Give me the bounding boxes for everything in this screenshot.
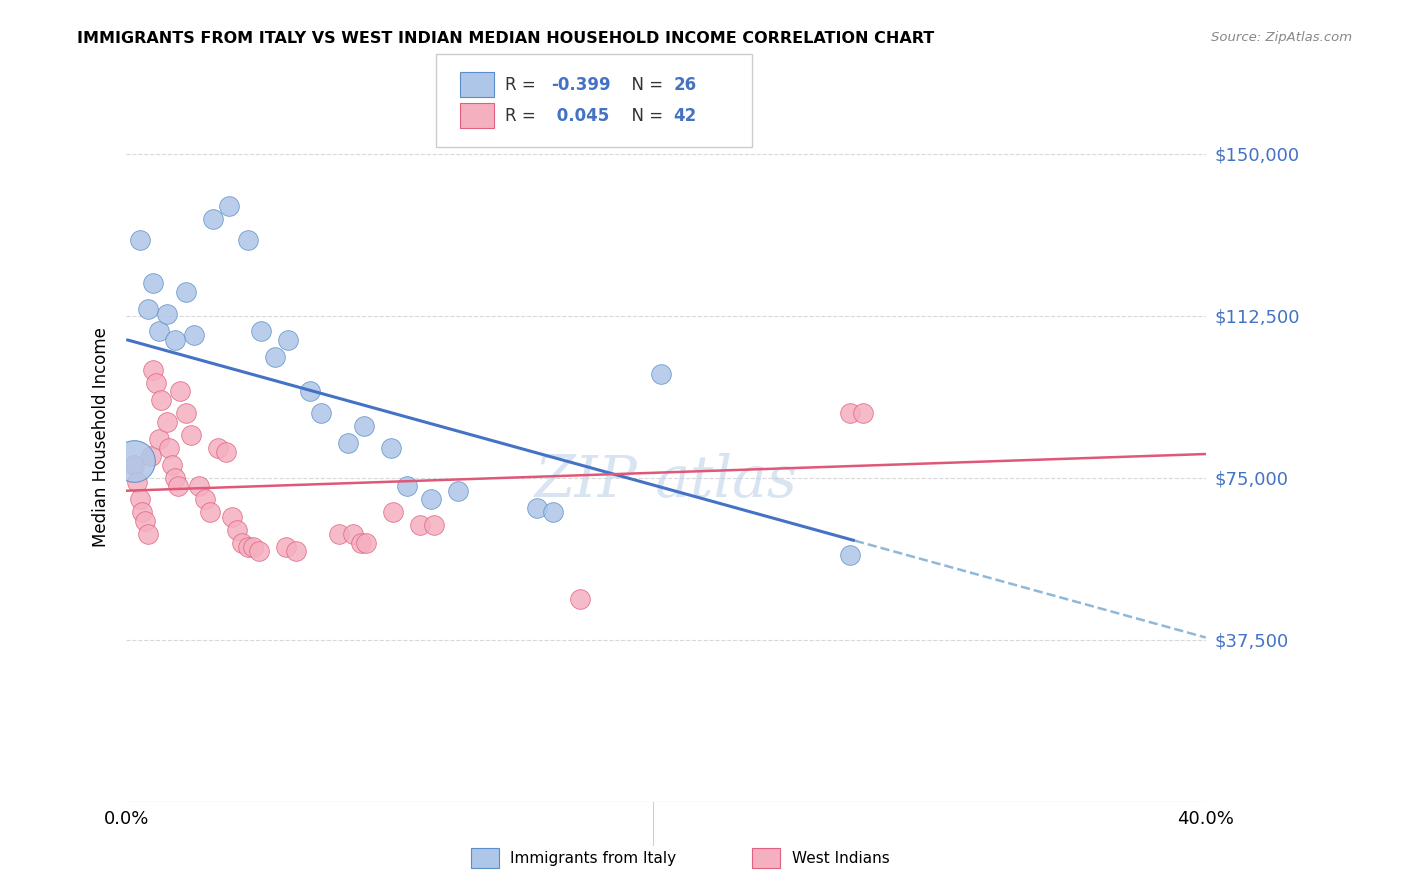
Point <box>650 367 672 381</box>
Text: 42: 42 <box>673 107 697 125</box>
Point <box>409 518 432 533</box>
Text: 0.045: 0.045 <box>551 107 609 125</box>
Point <box>180 427 202 442</box>
Point <box>201 211 224 226</box>
Point <box>128 233 150 247</box>
Point <box>247 544 270 558</box>
Legend: R = #4472c4, R = #e05878: R = #4472c4, R = #e05878 <box>547 45 721 113</box>
Point <box>336 436 359 450</box>
Point <box>139 449 162 463</box>
Point <box>298 384 321 399</box>
Point <box>221 509 243 524</box>
Point <box>356 535 378 549</box>
Text: N =: N = <box>621 76 669 94</box>
Point <box>218 199 240 213</box>
Point <box>166 479 188 493</box>
Point <box>274 540 297 554</box>
Point <box>250 324 273 338</box>
Text: Immigrants from Italy: Immigrants from Italy <box>510 851 676 865</box>
Point <box>163 471 186 485</box>
Text: IMMIGRANTS FROM ITALY VS WEST INDIAN MEDIAN HOUSEHOLD INCOME CORRELATION CHART: IMMIGRANTS FROM ITALY VS WEST INDIAN MED… <box>77 31 935 46</box>
Point <box>242 540 264 554</box>
Point <box>148 324 170 338</box>
Point <box>174 285 197 299</box>
Point <box>395 479 418 493</box>
Point <box>447 483 470 498</box>
Point <box>380 441 402 455</box>
Point <box>142 363 165 377</box>
Point <box>420 492 443 507</box>
Point <box>423 518 446 533</box>
Point <box>198 505 221 519</box>
Point <box>236 233 259 247</box>
Text: R =: R = <box>505 76 541 94</box>
Point <box>350 535 373 549</box>
Point <box>131 505 153 519</box>
Point <box>263 350 285 364</box>
Point <box>163 333 186 347</box>
Point <box>127 475 149 489</box>
Point <box>156 307 179 321</box>
Point <box>183 328 205 343</box>
Point <box>193 492 215 507</box>
Point <box>174 406 197 420</box>
Text: 26: 26 <box>673 76 696 94</box>
Point <box>526 501 548 516</box>
Point <box>160 458 183 472</box>
Point <box>226 523 249 537</box>
Text: West Indians: West Indians <box>792 851 890 865</box>
Text: -0.399: -0.399 <box>551 76 610 94</box>
Point <box>169 384 191 399</box>
Y-axis label: Median Household Income: Median Household Income <box>93 327 110 547</box>
Point <box>156 415 179 429</box>
Point <box>541 505 564 519</box>
Point <box>124 458 146 472</box>
Point <box>838 549 860 563</box>
Point <box>124 453 146 467</box>
Point <box>231 535 253 549</box>
Point <box>188 479 211 493</box>
Point <box>148 432 170 446</box>
Point <box>309 406 332 420</box>
Point <box>128 492 150 507</box>
Point <box>134 514 156 528</box>
Point <box>207 441 229 455</box>
Point <box>285 544 308 558</box>
Point <box>342 527 364 541</box>
Point <box>382 505 405 519</box>
Point <box>328 527 350 541</box>
Point <box>136 302 159 317</box>
Point <box>215 445 238 459</box>
Point <box>568 591 591 606</box>
Text: R =: R = <box>505 107 541 125</box>
Point <box>150 392 173 407</box>
Point <box>145 376 167 390</box>
Point <box>838 406 860 420</box>
Point <box>142 277 165 291</box>
Point <box>353 419 375 434</box>
Point <box>136 527 159 541</box>
Text: Source: ZipAtlas.com: Source: ZipAtlas.com <box>1212 31 1353 45</box>
Text: N =: N = <box>621 107 669 125</box>
Point <box>236 540 259 554</box>
Point <box>852 406 875 420</box>
Point <box>159 441 181 455</box>
Point <box>277 333 299 347</box>
Text: ZIP atlas: ZIP atlas <box>534 453 797 509</box>
